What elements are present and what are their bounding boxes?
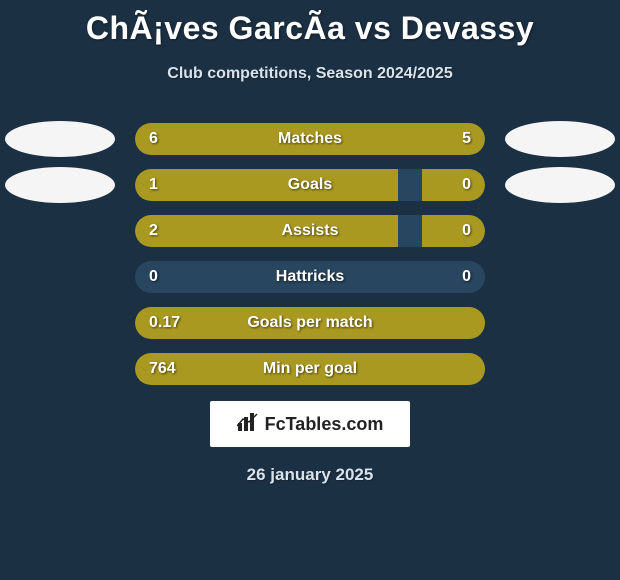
stat-value-left: 2	[149, 222, 158, 240]
bar-left	[135, 215, 398, 247]
stat-row: 2 0 Assists	[135, 215, 485, 247]
stat-row: 0.17 Goals per match	[135, 307, 485, 339]
stat-label: Hattricks	[276, 268, 344, 286]
page-title: ChÃ¡ves GarcÃ­a vs Devassy	[0, 0, 620, 47]
stat-value-left: 6	[149, 130, 158, 148]
chart-bars-icon	[237, 413, 259, 435]
bar-right	[422, 215, 485, 247]
stat-value-left: 0.17	[149, 314, 180, 332]
stat-value-right: 0	[462, 222, 471, 240]
stat-label: Goals per match	[247, 314, 372, 332]
footer-date: 26 january 2025	[0, 465, 620, 485]
stat-value-right: 5	[462, 130, 471, 148]
stat-label: Assists	[282, 222, 339, 240]
stat-label: Min per goal	[263, 360, 357, 378]
page-subtitle: Club competitions, Season 2024/2025	[0, 65, 620, 83]
player-avatar-right	[505, 121, 615, 157]
stat-label: Matches	[278, 130, 342, 148]
stat-value-right: 0	[462, 268, 471, 286]
stat-value-left: 764	[149, 360, 176, 378]
site-logo: FcTables.com	[210, 401, 410, 447]
player-avatar-left	[5, 121, 115, 157]
player-avatar-left	[5, 167, 115, 203]
stat-value-left: 0	[149, 268, 158, 286]
stat-value-left: 1	[149, 176, 158, 194]
stat-row: 0 0 Hattricks	[135, 261, 485, 293]
comparison-chart: 6 5 Matches 1 0 Goals 2 0 Assists 0 0 Hattricks 0.17…	[0, 123, 620, 385]
bar-right	[422, 169, 485, 201]
player-avatar-right	[505, 167, 615, 203]
stat-value-right: 0	[462, 176, 471, 194]
logo-text: FcTables.com	[265, 414, 384, 435]
bar-left	[135, 169, 398, 201]
stat-row: 1 0 Goals	[135, 169, 485, 201]
stat-row: 6 5 Matches	[135, 123, 485, 155]
stat-row: 764 Min per goal	[135, 353, 485, 385]
stat-label: Goals	[288, 176, 332, 194]
